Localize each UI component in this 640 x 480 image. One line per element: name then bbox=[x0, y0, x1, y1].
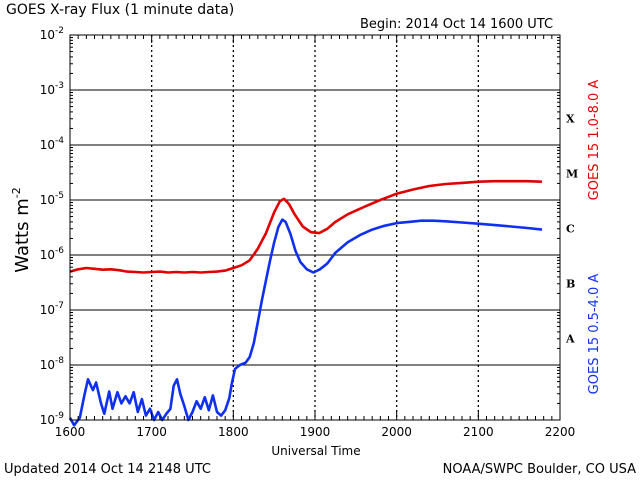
y-tick-label: 10-7 bbox=[40, 301, 64, 317]
legend-short-channel: GOES 15 0.5-4.0 A bbox=[587, 274, 602, 395]
x-tick-label: 2100 bbox=[463, 425, 494, 439]
flare-class-x: X bbox=[566, 113, 575, 126]
y-axis-label-unit: Watts m bbox=[12, 198, 33, 272]
x-tick-label: 2000 bbox=[381, 425, 412, 439]
y-tick-label: 10-2 bbox=[40, 26, 64, 42]
flare-class-m: M bbox=[566, 168, 578, 181]
y-tick-label: 10-9 bbox=[40, 411, 65, 427]
begin-time-label: Begin: 2014 Oct 14 1600 UTC bbox=[360, 17, 553, 32]
x-tick-label: 1800 bbox=[218, 425, 249, 439]
x-tick-label: 2200 bbox=[545, 425, 576, 439]
x-tick-label: 1600 bbox=[55, 425, 86, 439]
x-tick-label: 1700 bbox=[136, 425, 167, 439]
flare-class-b: B bbox=[566, 278, 575, 291]
flare-class-a: A bbox=[565, 333, 575, 346]
updated-timestamp: Updated 2014 Oct 14 2148 UTC bbox=[4, 462, 211, 477]
legend-long-channel: GOES 15 1.0-8.0 A bbox=[587, 80, 602, 201]
series-line-long-channel bbox=[69, 179, 543, 274]
x-axis-tick-labels: 1600 1700 1800 1900 2000 2100 2200 bbox=[55, 425, 576, 439]
y-tick-label: 10-5 bbox=[40, 191, 64, 207]
y-axis-label: Watts m-2 bbox=[10, 187, 33, 272]
credit-label: NOAA/SWPC Boulder, CO USA bbox=[443, 462, 636, 477]
flare-class-c: C bbox=[566, 223, 575, 236]
flare-class-labels: X M C B A bbox=[565, 113, 578, 346]
axes bbox=[69, 34, 561, 421]
x-axis-label: Universal Time bbox=[271, 444, 360, 458]
grid-lines bbox=[70, 35, 560, 420]
data-series bbox=[68, 179, 543, 427]
chart-title: GOES X-ray Flux (1 minute data) bbox=[6, 2, 234, 18]
y-tick-label: 10-8 bbox=[40, 356, 65, 372]
y-axis-label-exponent: -2 bbox=[10, 187, 23, 198]
series-line-short-channel bbox=[68, 218, 543, 427]
y-tick-label: 10-4 bbox=[40, 136, 65, 152]
y-axis-tick-labels: 10-2 10-3 10-4 10-5 10-6 10-7 10-8 10-9 bbox=[40, 26, 65, 427]
y-tick-label: 10-3 bbox=[40, 81, 64, 97]
x-tick-label: 1900 bbox=[300, 425, 331, 439]
y-tick-label: 10-6 bbox=[40, 246, 65, 262]
